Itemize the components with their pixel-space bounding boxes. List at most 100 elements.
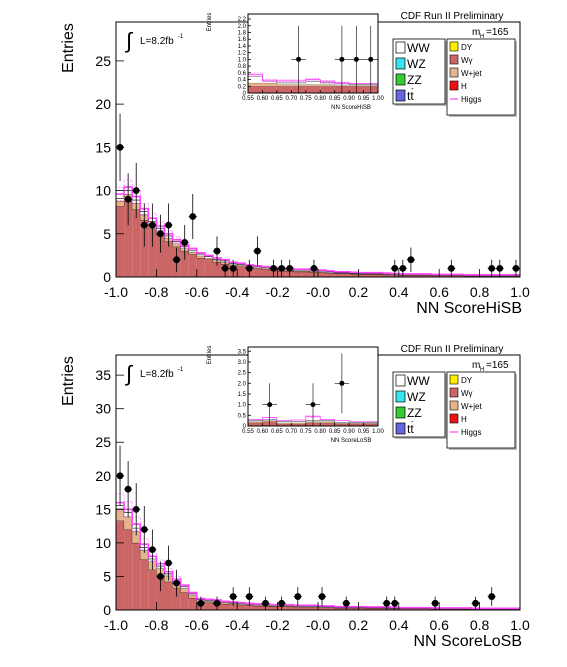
bar-ww <box>262 81 277 83</box>
bar-ww <box>196 254 205 256</box>
bar-ww <box>237 264 246 266</box>
x-tick-label: 0.95 <box>358 96 370 102</box>
legend-label-higgs: Higgs <box>461 428 481 437</box>
bar-wgamma <box>358 274 367 277</box>
legend-swatch-wg <box>449 387 459 398</box>
bar-wjet <box>196 255 205 258</box>
bar-wgamma <box>305 86 321 93</box>
data-point <box>221 264 229 272</box>
bar-ww <box>309 605 318 607</box>
bar-wgamma <box>423 608 432 610</box>
lumi-superscript: -1 <box>178 34 184 40</box>
x-tick-label: 1.00 <box>372 96 384 102</box>
bar-wjet <box>140 550 149 560</box>
legend-swatch-zz <box>395 73 406 86</box>
bar-ww <box>293 605 302 607</box>
legend-label-zz: ZZ <box>407 73 422 87</box>
bar-wgamma <box>463 608 472 610</box>
data-point <box>296 56 302 62</box>
bar-wgamma <box>455 608 464 610</box>
data-point <box>173 256 181 264</box>
bar-wgamma <box>374 608 383 610</box>
y-tick-label: 0 <box>103 269 111 285</box>
data-point <box>286 264 294 272</box>
y-tick-label: 1.0 <box>238 403 247 409</box>
y-tick-label: 2.0 <box>238 24 247 30</box>
bar-ww <box>248 76 263 83</box>
y-tick-label: 1.0 <box>238 57 247 63</box>
bar-ww <box>285 605 294 606</box>
bar-wgamma <box>382 274 391 277</box>
bar-wjet <box>301 270 310 272</box>
bar-wgamma <box>342 273 351 277</box>
x-tick-label: 0.4 <box>389 284 409 300</box>
bar-ww <box>326 271 335 273</box>
x-tick-label: -0.4 <box>225 617 249 633</box>
bar-ww <box>204 256 213 258</box>
collab-box <box>390 342 515 354</box>
bar-wgamma <box>245 605 254 610</box>
legend-label-wz: WZ <box>407 57 426 71</box>
bar-wgamma <box>291 423 306 426</box>
y-tick-label: 0 <box>243 91 247 97</box>
bar-wgamma <box>320 422 335 426</box>
x-axis-label: NN ScoreLoSB <box>414 633 523 650</box>
bar-wjet <box>124 516 133 530</box>
bar-wjet <box>276 422 292 424</box>
bar-wgamma <box>374 274 383 277</box>
bar-wgamma <box>334 423 350 426</box>
bar-wgamma <box>414 608 424 610</box>
legend-swatch-dy <box>449 41 459 52</box>
y-tick-label: 1.2 <box>238 51 247 57</box>
bar-wjet <box>248 421 263 423</box>
legend-label-wg: Wγ <box>461 56 473 65</box>
bar-ww <box>188 250 197 252</box>
bar-wgamma <box>350 607 359 610</box>
bar-wjet <box>188 595 197 598</box>
legend-label-h: H <box>461 415 467 424</box>
y-tick-label: 25 <box>95 53 111 69</box>
data-point <box>173 579 181 587</box>
y-tick-label: 2.5 <box>238 371 247 377</box>
x-tick-label: -1.0 <box>104 284 128 300</box>
bar-wgamma <box>431 275 440 277</box>
bar-wgamma <box>188 597 197 610</box>
bar-wjet <box>204 601 213 603</box>
bar-wgamma <box>269 606 278 610</box>
bar-wgamma <box>366 274 375 277</box>
bar-wgamma <box>309 607 318 610</box>
bar-wgamma <box>116 206 125 277</box>
bar-wgamma <box>334 273 343 277</box>
y-tick-label: 1.4 <box>238 44 247 50</box>
mass-label: m <box>472 27 480 38</box>
x-tick-label: 0.4 <box>389 617 409 633</box>
bar-wjet <box>262 82 277 87</box>
mass-value: =165 <box>486 27 509 38</box>
bar-wgamma <box>261 269 270 277</box>
bar-wjet <box>188 251 197 255</box>
data-point <box>229 264 237 272</box>
x-tick-label: -0.2 <box>266 284 290 300</box>
legend-swatch-wjet <box>449 400 459 411</box>
bar-wgamma <box>350 273 359 277</box>
legend-box <box>446 38 516 116</box>
x-tick-label: 0.85 <box>329 96 341 102</box>
inset-y-axis-label: Entries <box>207 13 213 32</box>
bar-wgamma <box>196 257 205 277</box>
bar-wgamma <box>262 86 277 93</box>
stack-outline-ww <box>248 75 378 85</box>
legend-swatch-tt <box>395 422 406 435</box>
bar-wjet <box>318 271 327 273</box>
data-point <box>318 593 326 600</box>
legend-swatch-wz <box>395 390 406 403</box>
data-point <box>157 230 164 238</box>
data-point <box>140 221 148 229</box>
bar-wgamma <box>447 608 456 610</box>
data-point <box>383 599 391 607</box>
legend-label-dy: DY <box>461 376 473 385</box>
bar-wgamma <box>156 234 165 277</box>
bar-wjet <box>334 423 350 424</box>
y-tick-label: 25 <box>95 434 111 450</box>
legend-label-zz: ZZ <box>407 406 422 420</box>
data-point <box>512 264 520 272</box>
